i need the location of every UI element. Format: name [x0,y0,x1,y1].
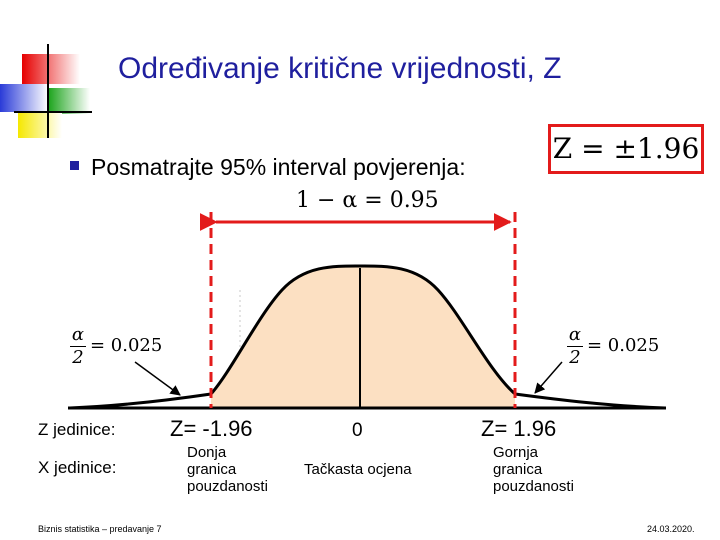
z-formula: Z = ±1.96 [552,132,700,165]
left-tail-arrow [134,361,181,396]
z-center-value: 0 [352,420,363,441]
lower-bound-label: Donja granica pouzdanosti [187,444,268,495]
upper-bound-line-1: Gornja [493,444,539,461]
left-tail-value: = 0.025 [90,335,163,356]
right-tail-fraction: α 2 [567,325,583,368]
bullet-square-icon [70,161,79,171]
upper-bound-line-3: pouzdanosti [493,478,574,495]
z-units-label: Z jedinice: [38,420,116,439]
z-formula-box: Z = ±1.96 [548,124,704,174]
confidence-formula: 1 − α = 0.95 [296,188,439,213]
lower-bound-line-2: granica [187,461,237,478]
bullet-point: Posmatrajte 95% interval povjerenja: [70,154,466,181]
left-tail-numerator: α [71,324,85,345]
corner-decoration-icon [0,44,92,138]
upper-bound-label: Gornja granica pouzdanosti [493,444,574,495]
right-tail-denominator: 2 [569,347,581,368]
z-left-value: Z= -1.96 [170,416,253,441]
x-units-label: X jedinice: [38,458,117,477]
right-tail-value: = 0.025 [587,335,660,356]
page-title: Određivanje kritične vrijednosti, Z [118,52,562,85]
z-right-value: Z= 1.96 [481,416,557,441]
confidence-area [211,265,515,408]
right-tail-arrow [534,361,563,394]
left-tail-denominator: 2 [72,347,84,368]
footer-date: 24.03.2020. [647,524,695,534]
footer-left: Biznis statistika – predavanje 7 [38,524,162,534]
left-tail-fraction: α 2 [70,325,86,368]
lower-bound-line-3: pouzdanosti [187,478,268,495]
point-estimate-label: Tačkasta ocjena [304,461,412,478]
upper-bound-line-2: granica [493,461,543,478]
lower-bound-line-1: Donja [187,444,227,461]
right-tail-numerator: α [568,324,582,345]
bullet-text: Posmatrajte 95% interval povjerenja: [91,154,466,180]
